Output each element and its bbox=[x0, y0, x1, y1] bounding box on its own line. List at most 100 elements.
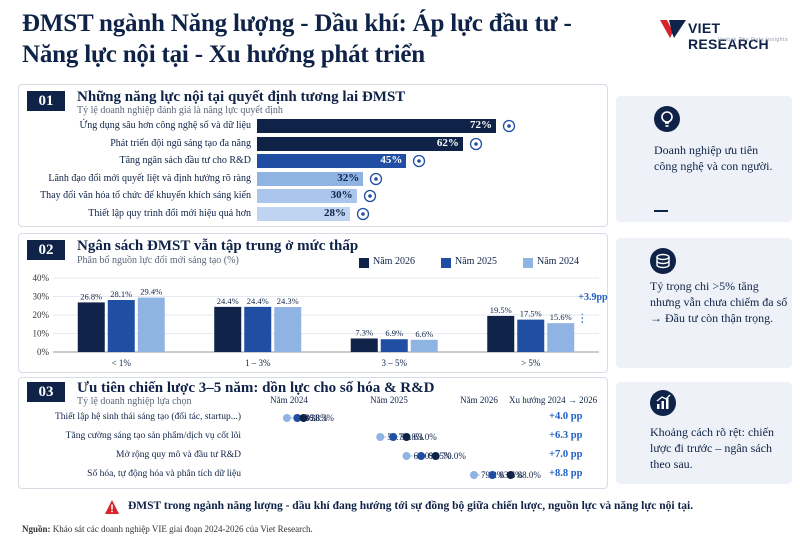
section-3-insight-text: Khoảng cách rõ rệt: chiến lược đi trước … bbox=[650, 425, 774, 471]
bar bbox=[350, 338, 378, 352]
bar-label: Thay đổi văn hóa tổ chức để khuyến khích… bbox=[40, 190, 251, 202]
bar bbox=[77, 302, 105, 352]
bar bbox=[244, 306, 272, 352]
bar-label: Tăng ngân sách đầu tư cho R&D bbox=[119, 155, 252, 167]
bar-label: Lãnh đạo đổi mới quyết liệt và định hướn… bbox=[48, 172, 251, 184]
conclusion-bar: ĐMST trong ngành năng lượng - dầu khí đa… bbox=[104, 496, 724, 518]
row-label: Số hóa, tự động hóa và phân tích dữ liệu bbox=[87, 469, 241, 479]
legend-label: Năm 2025 bbox=[455, 256, 497, 267]
warning-icon bbox=[105, 500, 119, 514]
source-label: Nguồn: bbox=[22, 524, 51, 534]
source-note: Nguồn: Khảo sát các doanh nghiệp VIE gia… bbox=[22, 524, 313, 534]
dot bbox=[402, 452, 411, 460]
dot-value-label: 59.8% bbox=[400, 432, 424, 442]
bar bbox=[257, 119, 497, 133]
capability-bar-chart: Ứng dụng sâu hơn công nghệ số và dữ liệu… bbox=[19, 119, 609, 227]
legend-label: Năm 2024 bbox=[537, 256, 579, 267]
dot bbox=[402, 433, 411, 441]
y-tick-label: 0% bbox=[37, 347, 50, 357]
trend-value: +6.3 pp bbox=[549, 430, 583, 441]
section-2-subtitle: Phân bổ nguồn lực đổi mới sáng tạo (%) bbox=[77, 255, 239, 266]
section-2-panel: 02 Ngân sách ĐMST vẫn tập trung ở mức th… bbox=[18, 233, 608, 373]
trend-value: +8.8 pp bbox=[549, 468, 583, 479]
growth-chart-icon bbox=[650, 390, 676, 416]
section-2-number: 02 bbox=[27, 240, 65, 260]
conclusion-text: ĐMST trong ngành năng lượng - dầu khí đa… bbox=[128, 500, 694, 512]
dot bbox=[470, 471, 478, 479]
section-1-number: 01 bbox=[27, 91, 65, 111]
bar-label: Thiết lập quy trình đổi mới hiệu quả hơn bbox=[88, 208, 251, 219]
trend-column-header: Xu hướng 2024 → 2026 bbox=[509, 395, 598, 405]
dot-value-label: 63.0% bbox=[414, 432, 438, 442]
team-icon bbox=[467, 136, 485, 152]
section-3-title: Ưu tiên chiến lược 3–5 năm: dồn lực cho … bbox=[77, 380, 435, 396]
bar bbox=[274, 307, 302, 352]
bar bbox=[107, 300, 135, 352]
section-1-subtitle: Tỷ lệ doanh nghiệp đánh giá là năng lực … bbox=[77, 105, 283, 116]
bar bbox=[517, 319, 545, 352]
section-3-insight: Khoảng cách rõ rệt: chiến lược đi trước … bbox=[616, 382, 792, 484]
section-2-insight: Tỷ trọng chi >5% tăng nhưng vẫn chưa chi… bbox=[616, 238, 792, 368]
legend-swatch bbox=[523, 258, 533, 268]
bar-value-label: 62% bbox=[436, 136, 459, 149]
section-2-title: Ngân sách ĐMST vẫn tập trung ở mức thấp bbox=[77, 238, 359, 254]
column-header: Năm 2024 bbox=[270, 395, 308, 405]
bar-value-label: 72% bbox=[470, 119, 493, 131]
y-tick-label: 10% bbox=[33, 329, 50, 339]
dot bbox=[376, 433, 385, 441]
bar-value-label: 6.9% bbox=[385, 328, 403, 338]
bar-value-label: 45% bbox=[380, 154, 403, 167]
target-icon bbox=[367, 171, 385, 187]
bar bbox=[257, 207, 350, 221]
company-logo: VIET RESEARCH Unlock The Data Insights bbox=[660, 18, 790, 52]
dot bbox=[389, 433, 398, 441]
column-header: Năm 2025 bbox=[370, 395, 408, 405]
section-3-subtitle: Tỷ lệ doanh nghiệp lựa chọn bbox=[77, 396, 192, 407]
bar bbox=[487, 315, 515, 352]
bar-value-label: 29.4% bbox=[140, 287, 162, 297]
logo-mark-icon bbox=[660, 20, 686, 38]
lightbulb-icon bbox=[654, 106, 680, 132]
dot bbox=[299, 414, 308, 422]
dot-value-label: 56.7% bbox=[387, 432, 411, 442]
bar-value-label: 32% bbox=[337, 171, 360, 184]
dot-value-label: 38.3% bbox=[311, 413, 335, 423]
growth-annotation: +3.9pp bbox=[578, 292, 608, 303]
section-2-insight-text: Tỷ trọng chi >5% tăng nhưng vẫn chưa chi… bbox=[650, 279, 788, 325]
legend-swatch bbox=[359, 258, 369, 268]
section-1-insight: Doanh nghiệp ưu tiên công nghệ và con ng… bbox=[616, 96, 792, 222]
y-tick-label: 30% bbox=[33, 292, 50, 302]
gear-icon bbox=[354, 206, 372, 222]
dot bbox=[488, 471, 497, 479]
section-1-panel: 01 Những năng lực nội tại quyết định tươ… bbox=[18, 84, 608, 227]
trend-value: +4.0 pp bbox=[549, 411, 583, 422]
row-label: Thiết lập hệ sinh thái sáng tạo (đối tác… bbox=[55, 412, 241, 422]
bar bbox=[257, 154, 407, 169]
bar bbox=[257, 189, 357, 204]
dot bbox=[293, 414, 302, 422]
bar bbox=[547, 323, 575, 352]
bar-value-label: 24.4% bbox=[217, 296, 239, 306]
growth-chart-icon bbox=[410, 153, 428, 169]
category-label: 3 – 5% bbox=[382, 358, 408, 368]
section-3-number: 03 bbox=[27, 382, 65, 402]
bar bbox=[257, 171, 364, 186]
bar-value-label: 17.5% bbox=[520, 309, 542, 319]
dot bbox=[506, 471, 515, 479]
bar-value-label: 6.6% bbox=[415, 329, 433, 339]
bar-value-label: 15.6% bbox=[550, 312, 572, 322]
divider bbox=[654, 210, 668, 212]
dot bbox=[282, 414, 291, 422]
logo-tagline: Unlock The Data Insights bbox=[718, 37, 789, 43]
bar-label: Phát triển đội ngũ sáng tạo đa năng bbox=[110, 137, 251, 149]
budget-bar-chart: 40% 30% 20% 10% 0% 26.8% 28.1% 29.4% < 1% 24.4% 24… bbox=[33, 273, 609, 368]
bar-value-label: 24.3% bbox=[277, 296, 299, 306]
cloud-data-icon bbox=[500, 118, 518, 134]
bar bbox=[257, 136, 463, 151]
bar-value-label: 24.4% bbox=[247, 296, 269, 306]
bar bbox=[410, 339, 438, 352]
budget-chart-legend: Năm 2026 Năm 2025 Năm 2024 bbox=[359, 256, 599, 270]
y-tick-label: 20% bbox=[33, 310, 50, 320]
section-3-panel: 03 Ưu tiên chiến lược 3–5 năm: dồn lực c… bbox=[18, 377, 608, 489]
bar bbox=[137, 297, 165, 352]
